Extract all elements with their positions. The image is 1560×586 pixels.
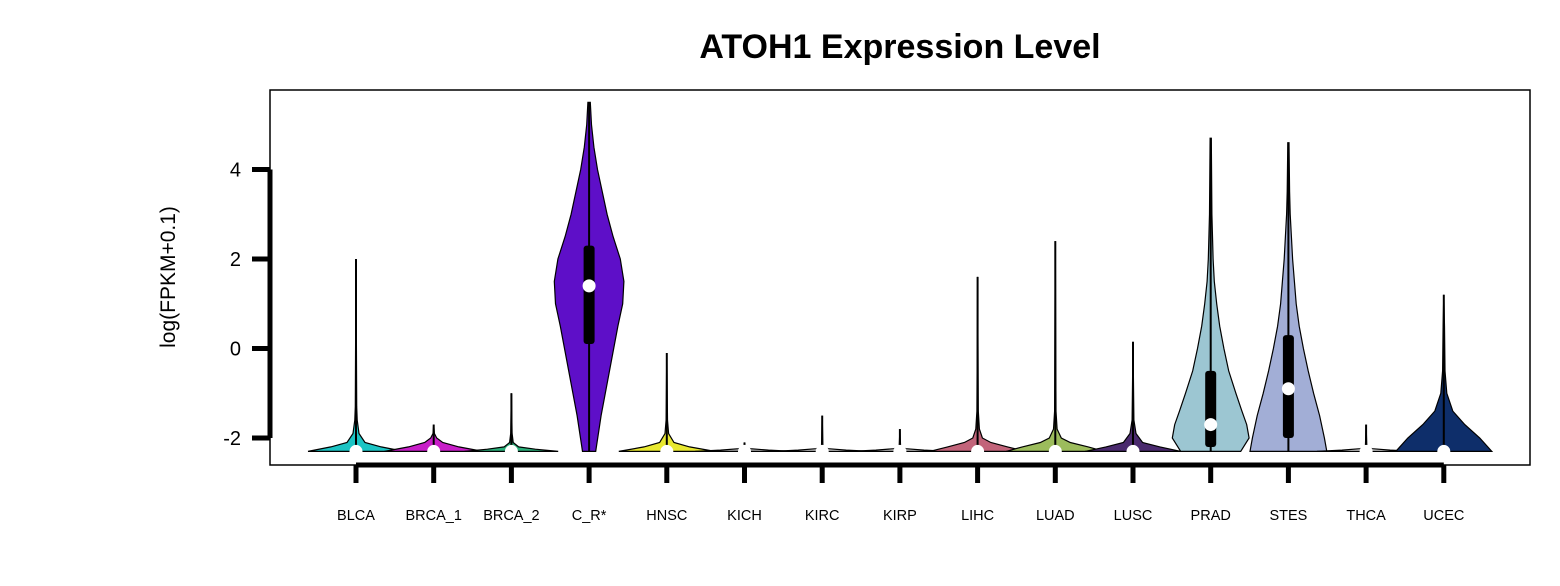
median-point-blca	[349, 444, 363, 458]
median-point-stes	[1281, 382, 1295, 396]
median-point-luad	[1048, 444, 1062, 458]
x-tick-label: UCEC	[1423, 508, 1464, 524]
x-tick-label: LUSC	[1114, 508, 1153, 524]
median-point-brca-1	[427, 444, 441, 458]
iqr-box-prad	[1205, 370, 1217, 447]
x-tick-label: KIRC	[805, 508, 840, 524]
x-tick-label: PRAD	[1191, 508, 1231, 524]
y-tick-label: 2	[230, 249, 241, 271]
median-point-kirc	[815, 444, 829, 458]
median-point-ucec	[1437, 444, 1451, 458]
x-tick-label: KICH	[727, 508, 762, 524]
median-point-hnsc	[660, 444, 674, 458]
x-tick-label: BRCA_1	[405, 508, 461, 524]
x-tick-label: BRCA_2	[483, 508, 539, 524]
median-point-prad	[1204, 418, 1218, 432]
x-tick-label: BLCA	[337, 508, 375, 524]
x-tick-label: KIRP	[883, 508, 917, 524]
plot-frame	[269, 89, 1531, 466]
x-tick-label: LIHC	[961, 508, 994, 524]
median-point-c-r	[582, 279, 596, 293]
median-point-thca	[1359, 444, 1373, 458]
iqr-box-c-r	[583, 245, 595, 345]
x-tick-label: C_R*	[572, 508, 607, 524]
y-tick-label: -2	[223, 428, 241, 450]
y-tick-label: 0	[230, 339, 241, 361]
x-tick-label: STES	[1269, 508, 1307, 524]
x-tick-label: LUAD	[1036, 508, 1075, 524]
x-tick-label: THCA	[1346, 508, 1386, 524]
y-tick-label: 4	[230, 160, 241, 182]
median-point-lusc	[1126, 444, 1140, 458]
median-point-lihc	[971, 444, 985, 458]
x-tick-label: HNSC	[646, 508, 687, 524]
median-point-brca-2	[504, 444, 518, 458]
median-point-kich	[738, 444, 751, 458]
median-point-kirp	[893, 444, 907, 458]
chart-title: ATOH1 Expression Level	[699, 28, 1100, 66]
y-axis-label: log(FPKM+0.1)	[157, 206, 180, 348]
